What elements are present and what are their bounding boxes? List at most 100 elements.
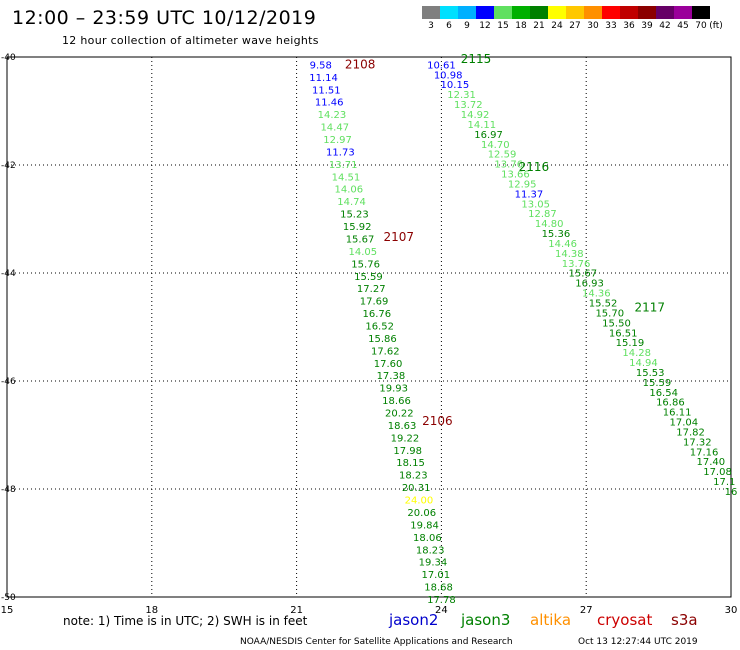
wave-height-label: 17.82 (676, 427, 705, 438)
lon-tick-label: 18 (145, 605, 158, 616)
footer-credit: NOAA/NESDIS Center for Satellite Applica… (240, 637, 513, 647)
color-scale-label: 9 (464, 21, 470, 31)
wave-height-label: 17.27 (357, 284, 386, 295)
wave-height-label: 15.70 (595, 308, 624, 319)
wave-height-label: 12.95 (508, 179, 537, 190)
wave-height-label: 18.63 (388, 421, 417, 432)
color-scale-label: 6 (446, 21, 452, 31)
pass-number-label: 2115 (461, 52, 492, 66)
color-scale-label: 3 (428, 21, 434, 31)
wave-height-label: 16.97 (474, 130, 503, 141)
wave-height-label: 15.86 (368, 334, 397, 345)
color-scale-label: 39 (641, 21, 653, 31)
wave-height-label: 14.70 (481, 140, 510, 151)
color-scale-swatch (656, 6, 674, 19)
color-scale-swatch (548, 6, 566, 19)
wave-height-label: 11.37 (515, 189, 544, 200)
wave-height-label: 14.46 (548, 239, 577, 250)
wave-height-label: 17.16 (690, 447, 719, 458)
wave-height-label: 15.36 (542, 229, 571, 240)
wave-height-label: 16.51 (609, 328, 638, 339)
wave-height-label: 18.23 (399, 471, 428, 482)
wave-height-label: 16.54 (649, 388, 678, 399)
color-scale-label: 36 (623, 21, 635, 31)
wave-height-label: 14.05 (349, 247, 378, 258)
wave-height-label: 17.1 (713, 477, 735, 488)
lat-tick-label: -42 (1, 161, 16, 171)
color-scale-label: 33 (605, 21, 617, 31)
wave-height-label: 18.68 (424, 583, 453, 594)
color-scale-label: 15 (497, 21, 509, 31)
wave-height-label: 16.76 (363, 309, 392, 320)
color-scale-swatch (674, 6, 692, 19)
wave-height-label: 18.66 (382, 396, 411, 407)
footer-timestamp: Oct 13 12:27:44 UTC 2019 (578, 637, 698, 647)
color-scale-label: 18 (515, 21, 527, 31)
wave-height-label: 15.59 (643, 378, 672, 389)
wave-height-label: 15.52 (589, 299, 618, 310)
wave-height-label: 16.11 (663, 408, 692, 419)
pass-number-label: 2107 (383, 230, 414, 244)
satellite-legend-s3a: s3a (671, 611, 698, 629)
wave-height-label: 18.06 (413, 533, 442, 544)
wave-height-label: 14.94 (629, 358, 658, 369)
wave-height-label: 12.59 (488, 150, 517, 161)
wave-height-label: 18.23 (416, 545, 445, 556)
satellite-legend-cryosat: cryosat (597, 611, 652, 629)
wave-height-label: 17.60 (374, 359, 403, 370)
wave-height-label: 14.11 (467, 120, 496, 131)
color-scale-swatch (422, 6, 440, 19)
satellite-legend-jason2: jason2 (388, 611, 438, 629)
wave-height-label: 17.04 (670, 418, 699, 429)
color-scale-label: 27 (569, 21, 581, 31)
color-scale-swatch (530, 6, 548, 19)
wave-height-label: 15.92 (343, 222, 372, 233)
lon-tick-label: 30 (725, 605, 738, 616)
color-scale-swatch (494, 6, 512, 19)
color-scale-swatch (620, 6, 638, 19)
lat-tick-label: -40 (1, 53, 16, 63)
color-scale-swatch (566, 6, 584, 19)
wave-height-label: 16.86 (656, 398, 685, 409)
color-scale-label: 45 (677, 21, 689, 31)
wave-height-label: 15.23 (340, 210, 369, 221)
color-scale-swatch (692, 6, 710, 19)
wave-height-label: 15.76 (351, 259, 380, 270)
color-scale-label: 24 (551, 21, 563, 31)
wave-height-label: 19.84 (410, 520, 439, 531)
wave-height-label: 17.01 (421, 570, 450, 581)
lat-tick-label: -48 (1, 485, 16, 495)
wave-height-label: 13.71 (329, 160, 358, 171)
wave-height-label: 14.51 (332, 172, 361, 183)
lat-tick-label: -46 (1, 377, 16, 387)
wave-height-label: 11.46 (315, 98, 344, 109)
color-scale-labels: 3 6 9 12 15 18 21 24 27 30 33 36 39 42 45 70 (ft) (422, 21, 729, 34)
color-scale-swatch (512, 6, 530, 19)
color-scale-label: 21 (533, 21, 545, 31)
wave-height-label: 19.93 (379, 384, 408, 395)
wave-height-label: 14.28 (622, 348, 651, 359)
wave-height-label: 20.22 (385, 409, 414, 420)
wave-height-label: 16.93 (575, 279, 604, 290)
wave-height-label: 13.76 (562, 259, 591, 270)
color-scale-label: 30 (587, 21, 599, 31)
wave-height-label: 20.06 (407, 508, 436, 519)
map-frame (6, 56, 732, 598)
lon-tick-label: 21 (290, 605, 303, 616)
wave-height-label: 17.69 (360, 297, 389, 308)
wave-height-label: 24.00 (405, 496, 434, 507)
wave-height-label: 15.53 (636, 368, 665, 379)
wave-height-label: 11.14 (309, 73, 338, 84)
wave-height-label: 14.92 (461, 110, 490, 121)
wave-height-label: 13.72 (454, 100, 483, 111)
lat-tick-label: -50 (1, 593, 16, 603)
page-title: 12:00 – 23:59 UTC 10/12/2019 (12, 7, 317, 29)
wave-height-label: 14.80 (535, 219, 564, 230)
pass-number-label: 2116 (519, 160, 550, 174)
color-scale-swatch (584, 6, 602, 19)
wave-height-label: 14.38 (555, 249, 584, 260)
color-scale-label: 70 (695, 21, 707, 31)
color-scale: 3 6 9 12 15 18 21 24 27 30 33 36 39 42 45 70 (ft) (422, 6, 729, 34)
color-scale-label: 12 (479, 21, 491, 31)
wave-height-label: 12.97 (323, 135, 352, 146)
